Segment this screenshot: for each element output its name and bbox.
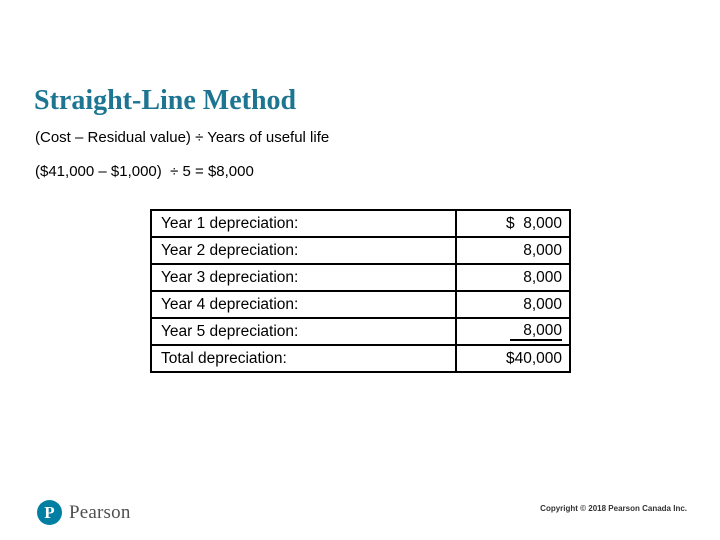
table-row: Year 5 depreciation: 8,000 [150,317,571,346]
pearson-logo: P Pearson [37,500,131,525]
row-label: Year 4 depreciation: [150,290,457,319]
formula-line-1: (Cost – Residual value) ÷ Years of usefu… [35,129,330,146]
table-row: Year 3 depreciation: 8,000 [150,263,571,292]
copyright-text: Copyright © 2018 Pearson Canada Inc. [540,504,687,513]
table-row: Year 1 depreciation: $ 8,000 [150,209,571,238]
row-value: 8,000 [455,317,571,346]
row-value: $40,000 [455,344,571,373]
row-label: Year 3 depreciation: [150,263,457,292]
pearson-p-icon: P [37,500,62,525]
formula-line-2: ($41,000 – $1,000) ÷ 5 = $8,000 [35,163,254,180]
depreciation-table: Year 1 depreciation: $ 8,000 Year 2 depr… [150,209,571,373]
table-row: Year 2 depreciation: 8,000 [150,236,571,265]
row-label: Year 2 depreciation: [150,236,457,265]
row-label: Year 1 depreciation: [150,209,457,238]
row-value: $ 8,000 [455,209,571,238]
row-value: 8,000 [455,236,571,265]
row-value: 8,000 [455,290,571,319]
row-value: 8,000 [455,263,571,292]
row-label: Year 5 depreciation: [150,317,457,346]
table-row: Total depreciation: $40,000 [150,344,571,373]
slide-title: Straight-Line Method [34,84,297,116]
underlined-amount: 8,000 [510,322,562,341]
row-label: Total depreciation: [150,344,457,373]
table-row: Year 4 depreciation: 8,000 [150,290,571,319]
pearson-wordmark: Pearson [69,501,131,523]
